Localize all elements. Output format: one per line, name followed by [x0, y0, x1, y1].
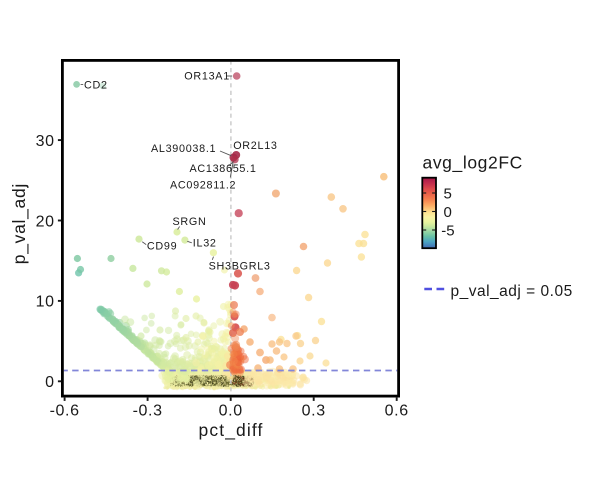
svg-text:0: 0 — [45, 374, 55, 391]
svg-text:10: 10 — [36, 294, 55, 311]
svg-text:p_val_adj: p_val_adj — [9, 183, 30, 264]
svg-text:20: 20 — [36, 213, 55, 230]
svg-text:SH3BGRL3: SH3BGRL3 — [209, 260, 271, 272]
svg-text:IL32: IL32 — [193, 238, 217, 250]
svg-text:p_val_adj = 0.05: p_val_adj = 0.05 — [451, 283, 573, 300]
svg-text:-5: -5 — [441, 223, 454, 240]
svg-text:0.6: 0.6 — [385, 402, 409, 419]
svg-text:OR13A1: OR13A1 — [184, 71, 230, 83]
svg-text:CD99: CD99 — [147, 241, 177, 253]
svg-text:30: 30 — [36, 133, 55, 150]
svg-text:-0.6: -0.6 — [50, 402, 80, 419]
svg-text:AC092811.2: AC092811.2 — [170, 179, 236, 191]
svg-text:SRGN: SRGN — [173, 216, 207, 228]
svg-text:AC138655.1: AC138655.1 — [190, 163, 257, 175]
svg-text:CD2: CD2 — [84, 80, 108, 92]
svg-text:avg_log2FC: avg_log2FC — [423, 153, 523, 174]
svg-text:0: 0 — [444, 204, 452, 221]
svg-text:AL390038.1: AL390038.1 — [151, 143, 216, 155]
svg-text:0.0: 0.0 — [219, 402, 243, 419]
svg-text:5: 5 — [444, 186, 452, 203]
svg-text:OR2L13: OR2L13 — [233, 140, 277, 152]
svg-text:0.3: 0.3 — [302, 402, 326, 419]
svg-text:pct_diff: pct_diff — [199, 420, 264, 441]
svg-text:-0.3: -0.3 — [133, 402, 163, 419]
